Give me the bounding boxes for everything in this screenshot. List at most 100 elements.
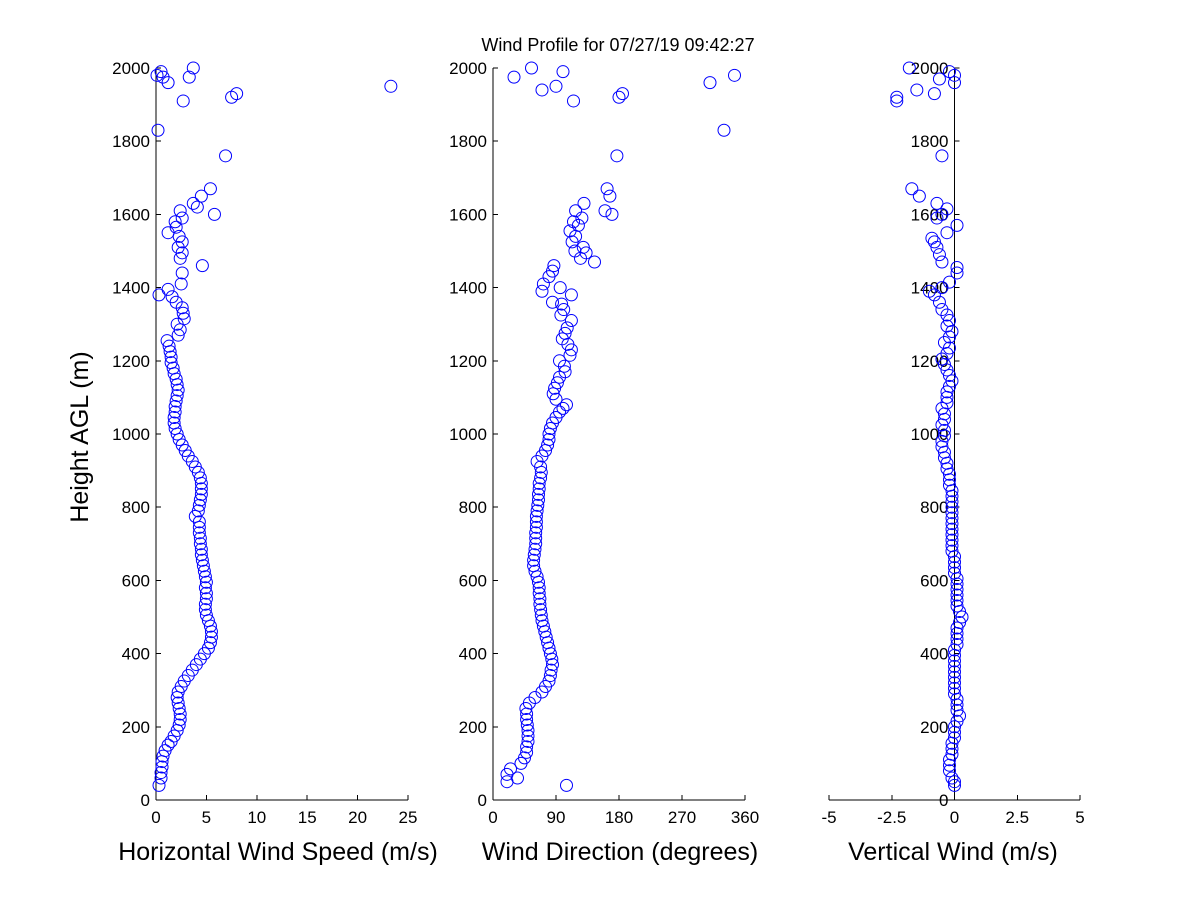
- x-tick-label: 5: [202, 808, 211, 827]
- data-point: [569, 204, 583, 218]
- data-point: [150, 68, 164, 82]
- data-point: [169, 394, 183, 408]
- y-tick-label: 1800: [449, 132, 487, 151]
- data-point: [198, 597, 212, 611]
- data-point: [529, 520, 543, 534]
- data-point: [930, 196, 944, 210]
- data-point: [181, 669, 195, 683]
- data-point: [950, 621, 964, 635]
- data-point: [598, 204, 612, 218]
- data-point: [546, 658, 559, 672]
- data-point: [192, 520, 206, 534]
- y-tick-label: 600: [122, 571, 150, 590]
- data-point: [193, 537, 207, 551]
- data-point: [558, 365, 572, 379]
- data-point: [945, 747, 959, 761]
- data-point: [191, 504, 205, 518]
- data-point: [541, 438, 555, 452]
- x-tick-label: 0: [151, 808, 160, 827]
- data-point: [905, 182, 919, 196]
- data-point: [940, 390, 954, 404]
- y-tick-label: 0: [478, 791, 487, 810]
- data-point: [535, 614, 549, 628]
- data-point: [942, 275, 956, 289]
- data-point: [156, 70, 170, 84]
- data-point: [945, 500, 959, 514]
- y-tick-label: 1000: [449, 425, 487, 444]
- data-point: [175, 266, 189, 280]
- data-point: [550, 376, 564, 390]
- panel-vertical-wind: 0200400600800100012001400160018002000-5-…: [821, 59, 1084, 866]
- data-point: [543, 669, 557, 683]
- data-point: [950, 577, 964, 591]
- data-point: [176, 94, 190, 108]
- data-point: [902, 61, 916, 75]
- data-point: [950, 632, 964, 646]
- y-axis-title: Height AGL (m): [66, 351, 94, 522]
- x-tick-label: 25: [399, 808, 418, 827]
- data-point: [168, 400, 182, 414]
- y-tick-label: 800: [920, 498, 948, 517]
- data-point: [518, 751, 531, 765]
- data-point: [616, 87, 629, 101]
- y-tick-label: 1400: [112, 279, 150, 298]
- data-point: [610, 149, 624, 163]
- data-point: [532, 482, 546, 496]
- data-point: [567, 94, 580, 108]
- data-point: [556, 401, 570, 415]
- x-tick-label: 0: [488, 808, 497, 827]
- data-point: [942, 379, 956, 393]
- data-point: [533, 592, 547, 606]
- x-tick-label: 10: [247, 808, 266, 827]
- data-point: [890, 90, 904, 104]
- data-point: [605, 207, 619, 221]
- data-point: [948, 720, 961, 734]
- y-tick-label: 200: [122, 718, 150, 737]
- data-point: [521, 723, 535, 737]
- data-point: [175, 211, 189, 225]
- y-tick-label: 400: [920, 645, 948, 664]
- data-point: [192, 526, 206, 540]
- data-point: [950, 714, 964, 728]
- data-point: [529, 515, 543, 529]
- data-point: [168, 215, 182, 229]
- x-tick-label: 15: [298, 808, 317, 827]
- data-point: [171, 383, 185, 397]
- data-point: [948, 687, 961, 701]
- data-point: [927, 235, 941, 249]
- data-point: [520, 718, 534, 732]
- data-point: [948, 76, 961, 90]
- x-tick-label: 270: [668, 808, 696, 827]
- x-axis-label: Wind Direction (degrees): [482, 838, 759, 866]
- data-point: [152, 288, 166, 302]
- data-point: [932, 295, 946, 309]
- data-point: [154, 766, 168, 780]
- data-point: [945, 489, 959, 503]
- data-point: [945, 544, 959, 558]
- data-point: [942, 758, 956, 772]
- data-point: [940, 226, 954, 240]
- data-point: [948, 676, 961, 690]
- data-point: [948, 681, 961, 695]
- data-point: [504, 762, 517, 776]
- data-point: [945, 511, 959, 525]
- data-point: [198, 581, 212, 595]
- data-point: [193, 493, 207, 507]
- data-point: [203, 182, 217, 196]
- data-point: [530, 504, 544, 518]
- data-point: [169, 220, 183, 234]
- data-point: [535, 83, 549, 97]
- data-point: [230, 87, 244, 101]
- data-point: [199, 608, 213, 622]
- data-point: [174, 277, 188, 291]
- data-point: [527, 559, 541, 573]
- data-point: [925, 231, 939, 245]
- data-point: [162, 339, 176, 353]
- x-tick-label: 180: [605, 808, 633, 827]
- data-point: [529, 526, 543, 540]
- data-point: [168, 422, 182, 436]
- data-point: [198, 570, 212, 584]
- y-tick-label: 200: [920, 718, 948, 737]
- data-point: [195, 259, 209, 273]
- data-point: [194, 189, 208, 203]
